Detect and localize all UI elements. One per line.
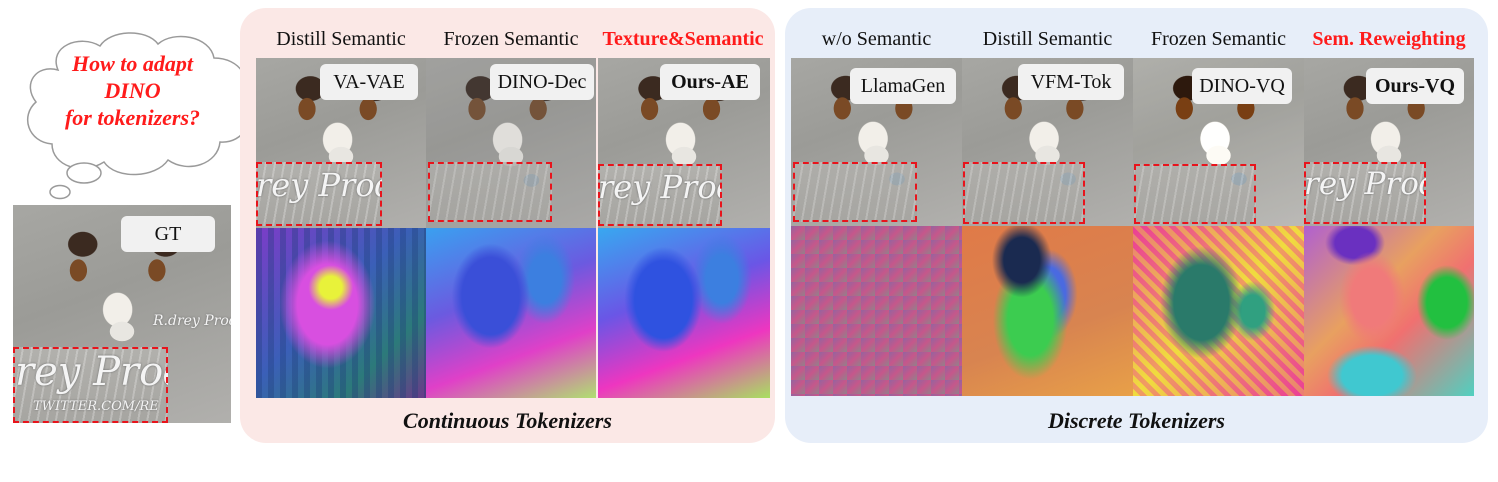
ours-vq-feature-map [1304,226,1474,396]
discrete-title: Discrete Tokenizers [1047,408,1225,433]
va-vae-crop-text: rey Produ [256,166,382,204]
ours-vq-crop: rey Produ [1304,162,1426,224]
ours-vq-label: Ours-VQ [1366,68,1464,104]
dino-vq-label: DINO-VQ [1192,68,1292,104]
llamagen-feature-map [791,226,962,396]
discrete-header-4: Sem. Reweighting [1312,28,1466,50]
dino-vq-crop-box [1134,164,1256,224]
ours-vq-crop-text: rey Produ [1304,166,1426,202]
bubble-line-2: DINO [104,78,161,103]
dino-vq-crop [1134,164,1256,224]
ours-vq-crop-box [1304,162,1426,224]
vfm-tok-crop [963,162,1085,224]
continuous-title: Continuous Tokenizers [403,408,612,433]
ours-ae-crop: rey Produ [598,164,722,226]
bubble-line-1: How to adapt [71,51,193,76]
llamagen-crop [793,162,917,222]
va-vae-crop: rey Produ [256,162,382,226]
ours-ae-crop-box [598,164,722,226]
gt-crop-subtext: TWITTER.COM/RE [33,399,159,414]
continuous-header-3: Texture&Semantic [602,28,764,50]
vfm-tok-label: VFM-Tok [1018,64,1124,100]
ours-ae-crop-text: rey Produ [598,168,722,206]
bubble-question: How to adapt DINO for tokenizers? [40,50,225,131]
gt-crop: rey Produ TWITTER.COM/RE [13,347,168,423]
gt-label: GT [121,216,215,252]
ours-ae-label: Ours-AE [660,64,760,100]
vfm-tok-feature-map [962,226,1133,396]
dino-dec-label: DINO-Dec [490,64,594,100]
dino-vq-feature-map [1133,226,1304,396]
llamagen-label: LlamaGen [850,68,956,104]
gt-crop-text: rey Produ [15,349,168,395]
continuous-header-1: Distill Semantic [276,28,406,50]
discrete-header-1: w/o Semantic [821,28,932,50]
discrete-header-3: Frozen Semantic [1151,28,1286,50]
continuous-header-2: Frozen Semantic [443,28,579,50]
discrete-header-2: Distill Semantic [982,28,1113,50]
vfm-tok-crop-box [963,162,1085,224]
va-vae-feature-map [256,228,426,398]
dino-dec-feature-map [426,228,596,398]
bubble-line-3: for tokenizers? [64,105,201,130]
gt-crop-box [13,347,168,423]
gt-watermark: R.drey Produ [153,313,231,329]
thought-bubble [26,32,250,200]
va-vae-label: VA-VAE [320,64,418,100]
ours-ae-feature-map [598,228,770,398]
dino-dec-crop-box [428,162,552,222]
dino-dec-crop [428,162,552,222]
va-vae-crop-box [256,162,382,226]
llamagen-crop-box [793,162,917,222]
